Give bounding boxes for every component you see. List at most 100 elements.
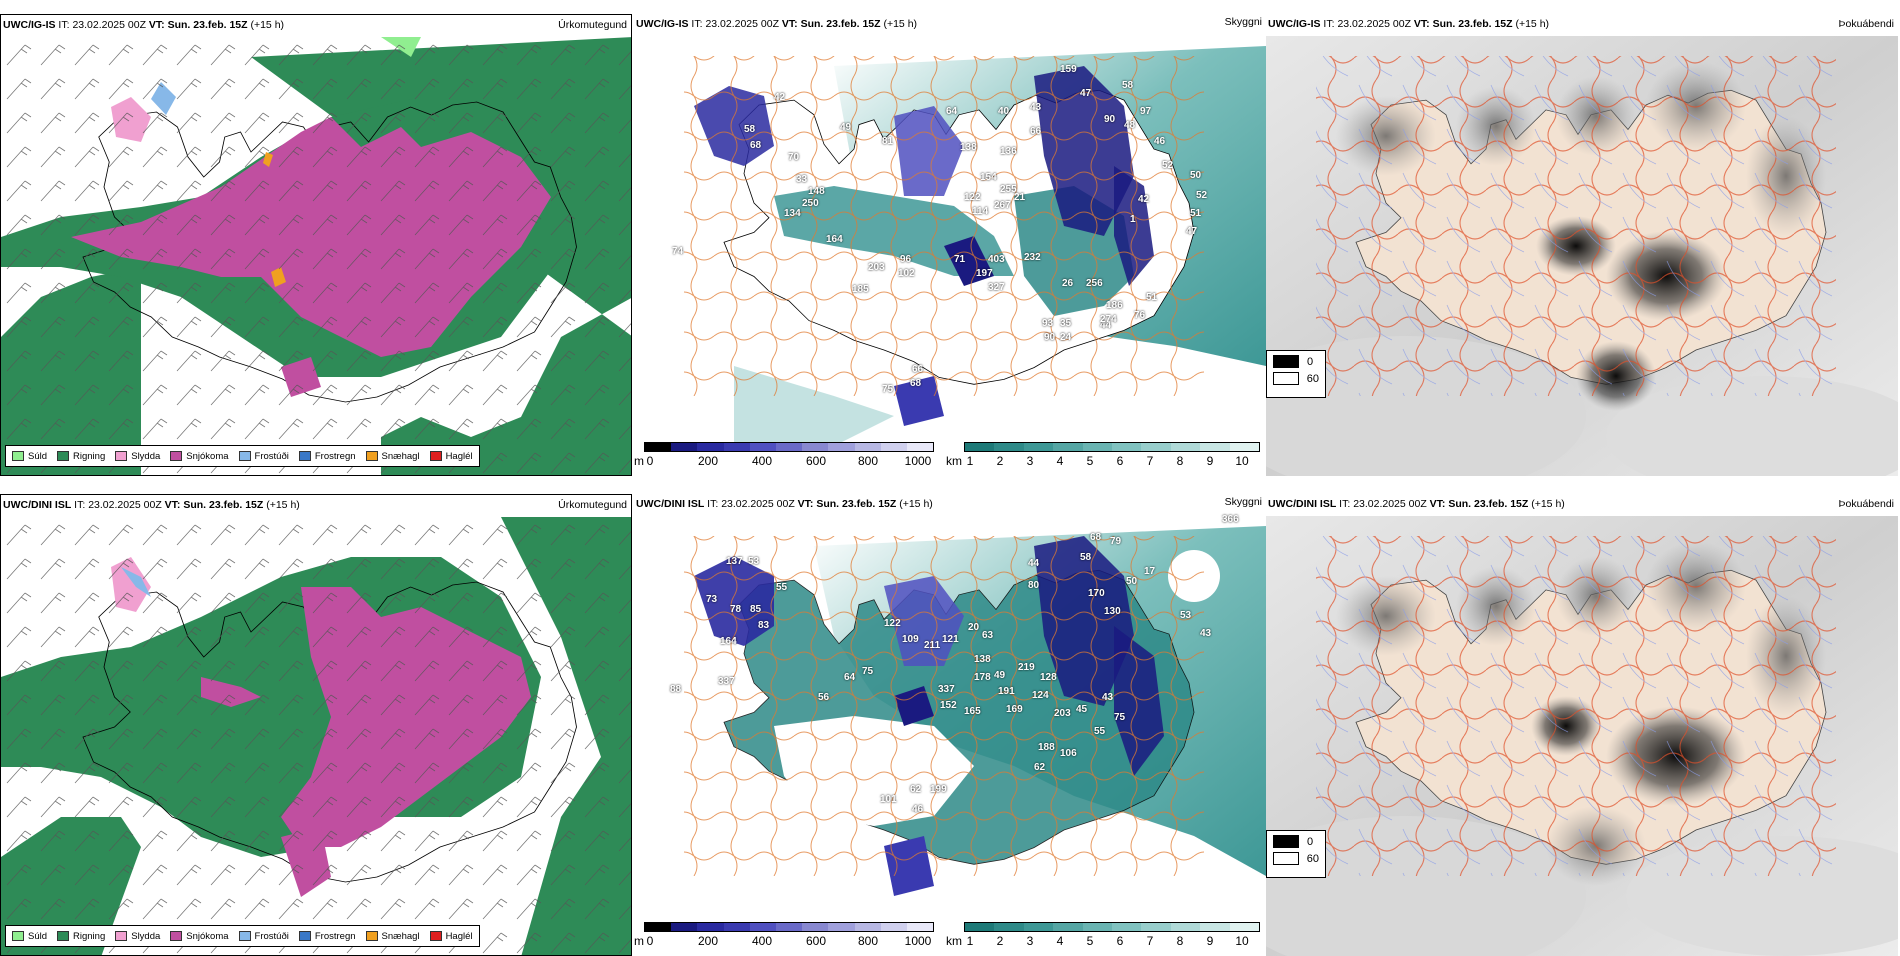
cloud-base-label: 17 (1144, 566, 1156, 577)
panel-title: UWC/IG-IS IT: 23.02.2025 00Z VT: Sun. 23… (3, 19, 285, 31)
cloud-base-label: 75 (862, 666, 874, 677)
cloud-base-label: 68 (1090, 532, 1102, 543)
cloud-base-label: 90 (1104, 114, 1116, 125)
cloud-base-label: 50 (1190, 170, 1202, 181)
fog-legend-top: 0 60 (1266, 350, 1326, 398)
fog-index-panel-top: UWC/IG-IS IT: 23.02.2025 00Z VT: Sun. 23… (1266, 14, 1898, 476)
cloud-base-colorbar: m 0 200 400 600 800 1000 (634, 442, 938, 470)
tick-label: 1000 (904, 934, 932, 948)
cloud-base-label: 42 (1138, 194, 1150, 205)
legend-item: Frostregn (298, 931, 356, 942)
cloud-base-label: 203 (868, 262, 885, 273)
cloud-base-label: 42 (774, 92, 786, 103)
cloud-base-label: 97 (1140, 106, 1152, 117)
cloud-base-label: 75 (882, 384, 894, 395)
visibility-panel-top: UWC/IG-IS IT: 23.02.2025 00Z VT: Sun. 23… (634, 14, 1266, 476)
tick-label: 5 (1086, 934, 1094, 948)
cloud-base-label: 186 (1106, 300, 1123, 311)
tick-label: 200 (697, 454, 719, 468)
panel-title: UWC/DINI ISL IT: 23.02.2025 00Z VT: Sun.… (636, 498, 933, 510)
cloud-base-label: 78 (730, 604, 742, 615)
legend-item: Haglél (429, 451, 473, 462)
cloud-base-label: 73 (706, 594, 718, 605)
cloud-base-label: 256 (1086, 278, 1103, 289)
tick-label: 8 (1176, 934, 1184, 948)
cloud-base-label: 58 (744, 124, 756, 135)
cloud-base-label: 337 (938, 684, 955, 695)
precip-map (1, 517, 631, 955)
tick-label: 7 (1146, 934, 1154, 948)
cloud-base-label: 274 (1100, 314, 1117, 325)
cloud-base-label: 102 (898, 268, 915, 279)
cloud-base-label: 138 (974, 654, 991, 665)
visibility-colorbar: km 1 2 3 4 5 6 7 8 9 10 (946, 922, 1264, 950)
cloud-base-label: 106 (1060, 748, 1077, 759)
precip-type-panel-bottom: UWC/DINI ISL IT: 23.02.2025 00Z VT: Sun.… (0, 494, 632, 956)
cloud-base-label: 43 (1102, 692, 1114, 703)
cloud-base-label: 138 (960, 142, 977, 153)
legend-item: Súld (12, 931, 47, 942)
cloud-base-label: 47 (1080, 88, 1092, 99)
tick-label: 800 (857, 934, 879, 948)
cloud-base-label: 101 (880, 794, 897, 805)
visibility-map (634, 516, 1266, 926)
cloud-base-label: 46 (1154, 136, 1166, 147)
visibility-unit: km (946, 454, 962, 468)
legend-item: Frostúði (238, 451, 289, 462)
cloud-base-label: 232 (1024, 252, 1041, 263)
cloud-base-label: 53 (1180, 610, 1192, 621)
field-name: Þokuábendi (1838, 18, 1894, 30)
tick-label: 10 (1235, 454, 1249, 468)
cloud-base-label: 63 (982, 630, 994, 641)
visibility-map (634, 36, 1266, 446)
cloud-base-label: 50 (1126, 576, 1138, 587)
cloud-base-label: 178 (974, 672, 991, 683)
cloud-base-label: 164 (720, 636, 737, 647)
legend-item: Snæhagl (365, 931, 420, 942)
cloud-base-label: 164 (826, 234, 843, 245)
cloud-base-label: 44 (1028, 558, 1040, 569)
cloud-base-label: 49 (994, 670, 1006, 681)
tick-label: 10 (1235, 934, 1249, 948)
tick-label: 7 (1146, 454, 1154, 468)
visibility-colorbar-bar (964, 922, 1260, 932)
cloud-base-label: 46 (912, 804, 924, 815)
legend-item: Frostúði (238, 931, 289, 942)
panel-title: UWC/IG-IS IT: 23.02.2025 00Z VT: Sun. 23… (1268, 18, 1550, 30)
cloud-base-label: 152 (940, 700, 957, 711)
visibility-panel-bottom: UWC/DINI ISL IT: 23.02.2025 00Z VT: Sun.… (634, 494, 1266, 956)
legend-item: Rigning (57, 451, 105, 462)
cloud-base-label: 52 (1162, 160, 1174, 171)
field-name: Skyggni (1224, 496, 1262, 508)
tick-label: 1 (966, 454, 974, 468)
fog-index-panel-bottom: UWC/DINI ISL IT: 23.02.2025 00Z VT: Sun.… (1266, 494, 1898, 956)
fog-legend-bottom: 0 60 (1266, 830, 1326, 878)
tick-label: 600 (805, 454, 827, 468)
legend-item: Slydda (115, 931, 160, 942)
fog-legend-item: 60 (1273, 372, 1319, 385)
cloud-base-label: 128 (1040, 672, 1057, 683)
cloud-base-colorbar-bar (644, 922, 934, 932)
legend-item: Súld (12, 451, 47, 462)
cloud-base-label: 79 (1110, 536, 1122, 547)
cloud-base-label: 45 (1076, 704, 1088, 715)
legend-item: Frostregn (298, 451, 356, 462)
cloud-base-label: 403 (988, 254, 1005, 265)
cloud-base-label: 33 (796, 174, 808, 185)
cloud-base-label: 137 (726, 556, 743, 567)
cloud-base-label: 64 (844, 672, 856, 683)
precip-legend: Súld Rigning Slydda Snjókoma Frostúði Fr… (5, 925, 480, 947)
cloud-base-label: 51 (1190, 208, 1202, 219)
legend-item: Rigning (57, 931, 105, 942)
cloud-base-label: 337 (718, 676, 735, 687)
legend-item: Snjókoma (170, 931, 229, 942)
field-name: Úrkomutegund (558, 19, 627, 31)
fog-legend-item: 0 (1273, 355, 1319, 368)
cloud-base-label: 47 (1186, 226, 1198, 237)
cloud-base-label: 55 (776, 582, 788, 593)
cloud-base-label: 62 (1034, 762, 1046, 773)
cloud-base-label: 44 (1100, 320, 1112, 331)
legend-item: Snæhagl (365, 451, 420, 462)
tick-label: 1 (966, 934, 974, 948)
cloud-base-label: 191 (998, 686, 1015, 697)
